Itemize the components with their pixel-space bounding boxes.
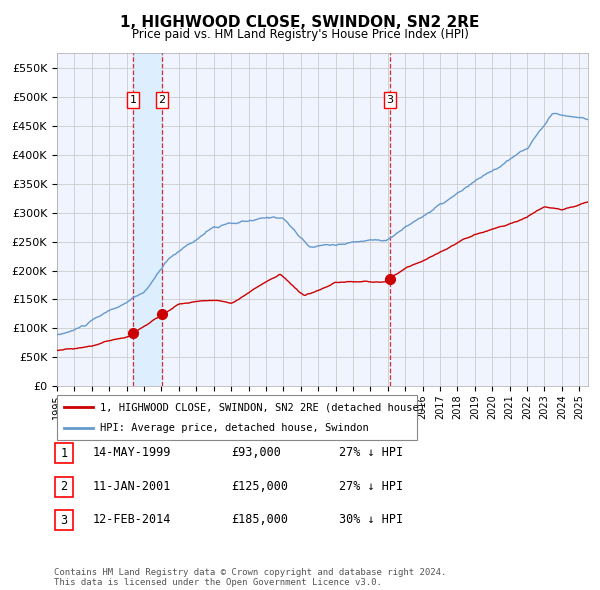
Text: 3: 3 xyxy=(61,514,67,527)
Text: 30% ↓ HPI: 30% ↓ HPI xyxy=(339,513,403,526)
Text: 1: 1 xyxy=(130,95,137,105)
Text: 2: 2 xyxy=(158,95,166,105)
Bar xyxy=(133,53,162,386)
Text: £185,000: £185,000 xyxy=(231,513,288,526)
Text: 3: 3 xyxy=(386,95,394,105)
Text: 11-JAN-2001: 11-JAN-2001 xyxy=(93,480,172,493)
Text: £125,000: £125,000 xyxy=(231,480,288,493)
Text: 12-FEB-2014: 12-FEB-2014 xyxy=(93,513,172,526)
Text: 1, HIGHWOOD CLOSE, SWINDON, SN2 2RE: 1, HIGHWOOD CLOSE, SWINDON, SN2 2RE xyxy=(121,15,479,30)
Text: 27% ↓ HPI: 27% ↓ HPI xyxy=(339,446,403,459)
Text: Contains HM Land Registry data © Crown copyright and database right 2024.
This d: Contains HM Land Registry data © Crown c… xyxy=(54,568,446,587)
Text: Price paid vs. HM Land Registry's House Price Index (HPI): Price paid vs. HM Land Registry's House … xyxy=(131,28,469,41)
Text: 14-MAY-1999: 14-MAY-1999 xyxy=(93,446,172,459)
Text: 2: 2 xyxy=(61,480,67,493)
Text: 1, HIGHWOOD CLOSE, SWINDON, SN2 2RE (detached house): 1, HIGHWOOD CLOSE, SWINDON, SN2 2RE (det… xyxy=(100,402,425,412)
Text: 27% ↓ HPI: 27% ↓ HPI xyxy=(339,480,403,493)
Text: 1: 1 xyxy=(61,447,67,460)
Text: £93,000: £93,000 xyxy=(231,446,281,459)
Text: HPI: Average price, detached house, Swindon: HPI: Average price, detached house, Swin… xyxy=(100,422,369,432)
